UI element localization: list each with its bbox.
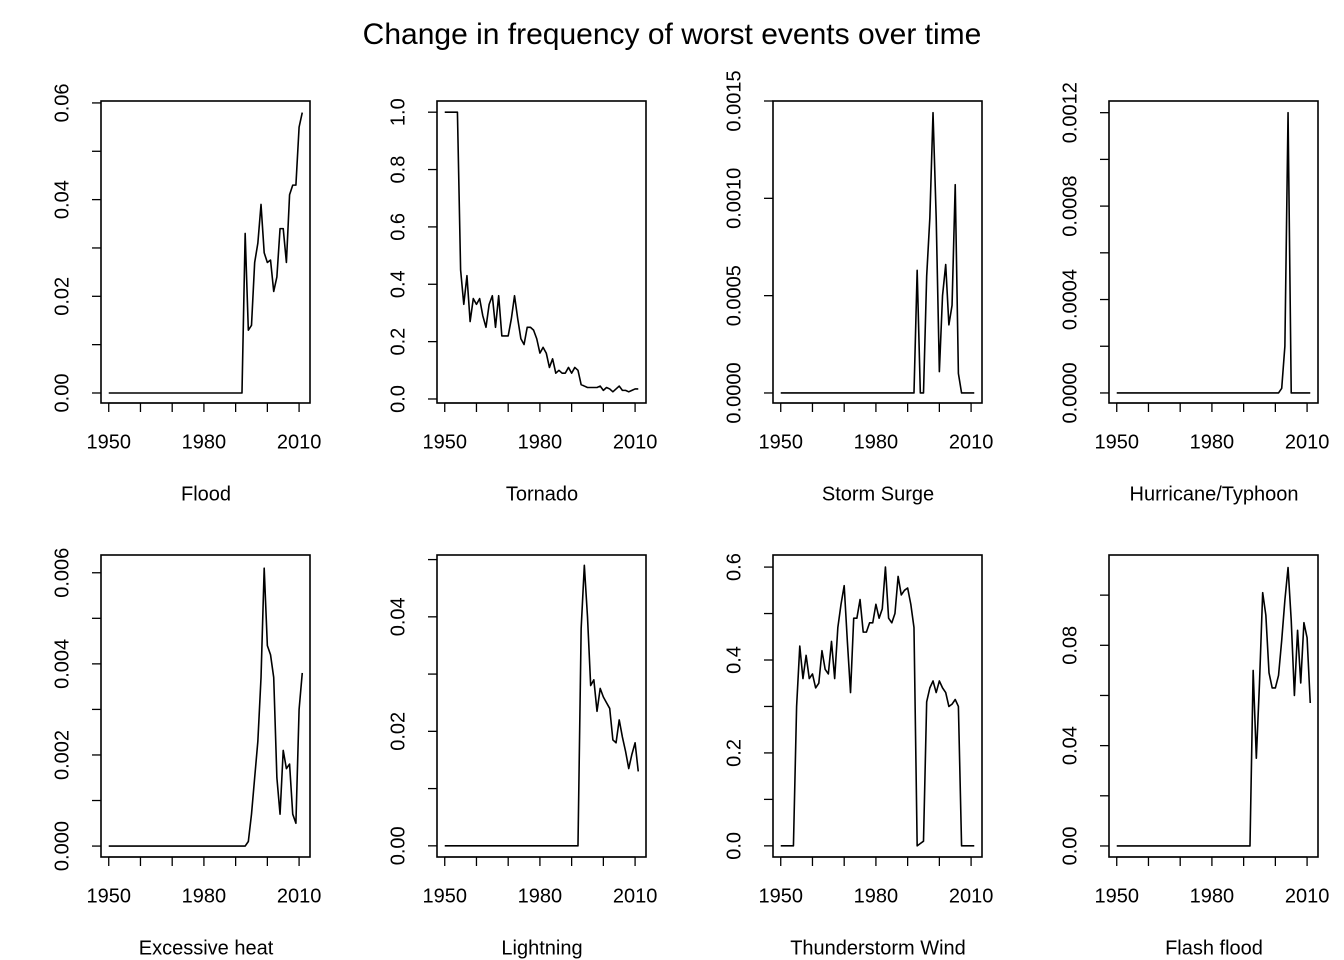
y-tick-label: 0.04 (51, 180, 73, 219)
y-tick-label: 0.0010 (723, 168, 745, 229)
y-tick-label: 0.04 (387, 597, 409, 636)
plot-frame (1108, 100, 1319, 404)
x-axis-label: Flood (181, 483, 231, 505)
data-line (444, 111, 639, 393)
y-tick-label: 1.0 (387, 98, 409, 126)
x-tick-label: 1980 (518, 885, 563, 907)
y-tick-label: 0.0005 (723, 265, 745, 326)
x-axis-label: Tornado (506, 483, 578, 505)
y-tick-label: 0.0000 (1059, 362, 1081, 423)
y-tick-label: 0.6 (387, 213, 409, 241)
x-axis-label: Flash flood (1165, 937, 1263, 959)
y-tick-label: 0.00 (387, 826, 409, 865)
x-tick-label: 1980 (518, 431, 563, 453)
data-line (780, 111, 975, 394)
y-tick-label: 0.8 (387, 156, 409, 184)
y-tick-label: 0.2 (387, 328, 409, 356)
y-tick-label: 0.0015 (723, 70, 745, 131)
plot-frame (436, 554, 647, 858)
x-tick-label: 2010 (613, 885, 658, 907)
x-tick-label: 2010 (613, 431, 658, 453)
y-tick-label: 0.02 (51, 277, 73, 316)
data-line (444, 564, 640, 847)
x-tick-label: 1950 (86, 431, 131, 453)
x-axis-label: Hurricane/Typhoon (1130, 483, 1299, 505)
x-tick-label: 1980 (182, 885, 227, 907)
plot-frame (772, 100, 983, 404)
x-tick-label: 2010 (1285, 885, 1330, 907)
x-tick-label: 2010 (1285, 431, 1330, 453)
x-tick-label: 2010 (277, 885, 322, 907)
x-tick-label: 1950 (86, 885, 131, 907)
y-tick-label: 0.04 (1059, 726, 1081, 765)
y-tick-label: 0.0012 (1059, 82, 1081, 143)
y-tick-label: 0.002 (51, 730, 73, 780)
y-tick-label: 0.08 (1059, 626, 1081, 665)
y-tick-label: 0.004 (51, 639, 73, 689)
x-tick-label: 1980 (854, 431, 899, 453)
y-tick-label: 0.0008 (1059, 176, 1081, 237)
y-tick-label: 0.0 (723, 832, 745, 860)
plot-frame (100, 100, 311, 404)
x-tick-label: 1950 (758, 885, 803, 907)
y-tick-label: 0.00 (51, 374, 73, 413)
y-tick-label: 0.4 (723, 646, 745, 674)
y-tick-label: 0.006 (51, 548, 73, 598)
data-line (108, 567, 304, 847)
x-tick-label: 1980 (182, 431, 227, 453)
x-axis-label: Storm Surge (822, 483, 934, 505)
x-tick-label: 1980 (1190, 885, 1235, 907)
x-tick-label: 1950 (1094, 431, 1139, 453)
y-tick-label: 0.000 (51, 821, 73, 871)
chart-title: Change in frequency of worst events over… (363, 18, 982, 51)
x-axis-label: Lightning (501, 937, 582, 959)
y-tick-label: 0.4 (387, 270, 409, 298)
y-tick-label: 0.0004 (1059, 269, 1081, 330)
y-tick-label: 0.6 (723, 553, 745, 581)
y-tick-label: 0.2 (723, 739, 745, 767)
x-tick-label: 1950 (422, 431, 467, 453)
y-tick-label: 0.06 (51, 83, 73, 122)
x-tick-label: 1950 (1094, 885, 1139, 907)
x-tick-label: 1950 (758, 431, 803, 453)
x-tick-label: 2010 (277, 431, 322, 453)
y-tick-label: 0.00 (1059, 826, 1081, 865)
data-line (780, 566, 975, 847)
x-tick-label: 1950 (422, 885, 467, 907)
data-line (1116, 566, 1312, 847)
x-axis-label: Excessive heat (139, 937, 274, 959)
plot-frame (436, 100, 647, 404)
data-line (108, 112, 304, 394)
y-tick-label: 0.0 (387, 385, 409, 413)
y-tick-label: 0.0000 (723, 362, 745, 423)
x-tick-label: 1980 (854, 885, 899, 907)
x-axis-label: Thunderstorm Wind (790, 937, 966, 959)
x-tick-label: 1980 (1190, 431, 1235, 453)
plot-frame (1108, 554, 1319, 858)
y-tick-label: 0.02 (387, 712, 409, 751)
data-line (1116, 111, 1311, 394)
x-tick-label: 2010 (949, 885, 994, 907)
plot-frame (100, 554, 311, 858)
x-tick-label: 2010 (949, 431, 994, 453)
plot-frame (772, 554, 983, 858)
